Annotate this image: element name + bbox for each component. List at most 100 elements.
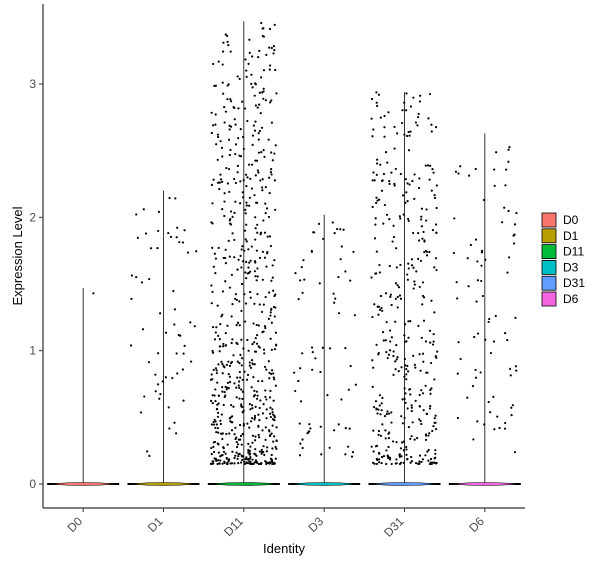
point-d11 <box>215 369 218 372</box>
point-d31 <box>425 412 429 415</box>
point-d31 <box>408 183 411 186</box>
point-d31 <box>377 458 381 461</box>
point-d11 <box>237 137 240 140</box>
point-d31 <box>421 303 424 306</box>
point-d11 <box>237 452 240 456</box>
point-d31 <box>374 217 377 220</box>
point-d31 <box>410 264 414 267</box>
point-d11 <box>215 423 218 426</box>
point-d11 <box>246 338 249 342</box>
point-d1 <box>142 208 145 211</box>
point-d6 <box>493 428 496 431</box>
point-d11 <box>239 353 242 356</box>
point-d31 <box>385 413 388 416</box>
point-d31 <box>386 410 389 413</box>
point-d31 <box>387 111 390 114</box>
point-d11 <box>262 219 265 222</box>
point-d11 <box>221 50 225 53</box>
point-d11 <box>274 68 277 72</box>
point-d31 <box>435 461 438 465</box>
point-d31 <box>418 177 421 180</box>
point-d11 <box>248 426 251 429</box>
point-d11 <box>273 378 276 381</box>
point-d1 <box>181 368 184 371</box>
point-d11 <box>274 144 277 147</box>
point-d6 <box>509 374 512 377</box>
point-d3 <box>348 427 351 430</box>
point-d11 <box>265 53 268 56</box>
point-d11 <box>249 455 252 459</box>
point-d11 <box>228 364 232 367</box>
point-d11 <box>254 238 257 241</box>
point-d31 <box>389 293 392 296</box>
point-d11 <box>261 429 264 432</box>
point-d11 <box>234 297 237 300</box>
point-d3 <box>350 455 354 458</box>
point-d11 <box>237 107 240 110</box>
point-d11 <box>248 196 251 199</box>
point-d31 <box>393 125 396 129</box>
point-d1 <box>179 334 182 337</box>
point-d11 <box>244 320 247 323</box>
point-d11 <box>257 413 260 416</box>
point-d31 <box>378 394 382 397</box>
point-d3 <box>298 454 302 457</box>
point-d11 <box>226 381 229 384</box>
point-d31 <box>409 437 412 440</box>
point-d11 <box>270 121 274 124</box>
point-d31 <box>407 370 410 373</box>
point-d11 <box>267 317 270 321</box>
point-d11 <box>272 372 275 375</box>
point-d31 <box>395 344 398 347</box>
point-d11 <box>229 462 232 465</box>
point-d31 <box>433 461 436 464</box>
point-d11 <box>224 452 227 455</box>
point-d11 <box>225 388 228 391</box>
point-d31 <box>408 387 412 391</box>
point-d31 <box>406 407 409 410</box>
point-d11 <box>256 267 259 270</box>
point-d31 <box>418 418 421 421</box>
point-d11 <box>258 103 261 106</box>
point-d31 <box>380 189 384 192</box>
violin-body-d0 <box>49 482 118 486</box>
point-d11 <box>261 178 264 181</box>
point-d31 <box>431 461 434 464</box>
point-d11 <box>247 62 250 65</box>
point-d31 <box>426 450 429 453</box>
violin-body-d1 <box>129 482 198 486</box>
point-d11 <box>265 207 269 210</box>
point-d1 <box>159 392 162 396</box>
point-d6 <box>457 172 460 175</box>
point-d31 <box>425 219 428 222</box>
point-d31 <box>424 438 428 441</box>
point-d11 <box>227 239 230 242</box>
point-d31 <box>377 93 381 96</box>
point-d11 <box>273 435 276 438</box>
point-d31 <box>409 461 412 464</box>
point-d6 <box>481 294 484 298</box>
point-d31 <box>384 339 387 342</box>
point-d11 <box>228 124 231 127</box>
point-d31 <box>400 441 404 444</box>
point-d11 <box>251 362 254 365</box>
point-d6 <box>498 426 501 430</box>
point-d31 <box>384 151 388 154</box>
point-d31 <box>377 433 380 436</box>
point-d31 <box>434 354 437 358</box>
point-d11 <box>257 324 260 327</box>
point-d11 <box>235 436 238 439</box>
x-tick-label-d3: D3 <box>306 514 327 535</box>
point-d6 <box>479 371 482 374</box>
point-d31 <box>386 161 389 164</box>
point-d31 <box>420 336 423 339</box>
point-d11 <box>253 270 256 273</box>
point-d11 <box>216 181 220 184</box>
point-d1 <box>173 308 177 311</box>
point-d31 <box>413 197 416 200</box>
point-d31 <box>382 339 385 342</box>
point-d11 <box>210 111 213 114</box>
point-d6 <box>513 233 516 236</box>
point-d11 <box>235 341 238 344</box>
point-d11 <box>222 41 225 44</box>
